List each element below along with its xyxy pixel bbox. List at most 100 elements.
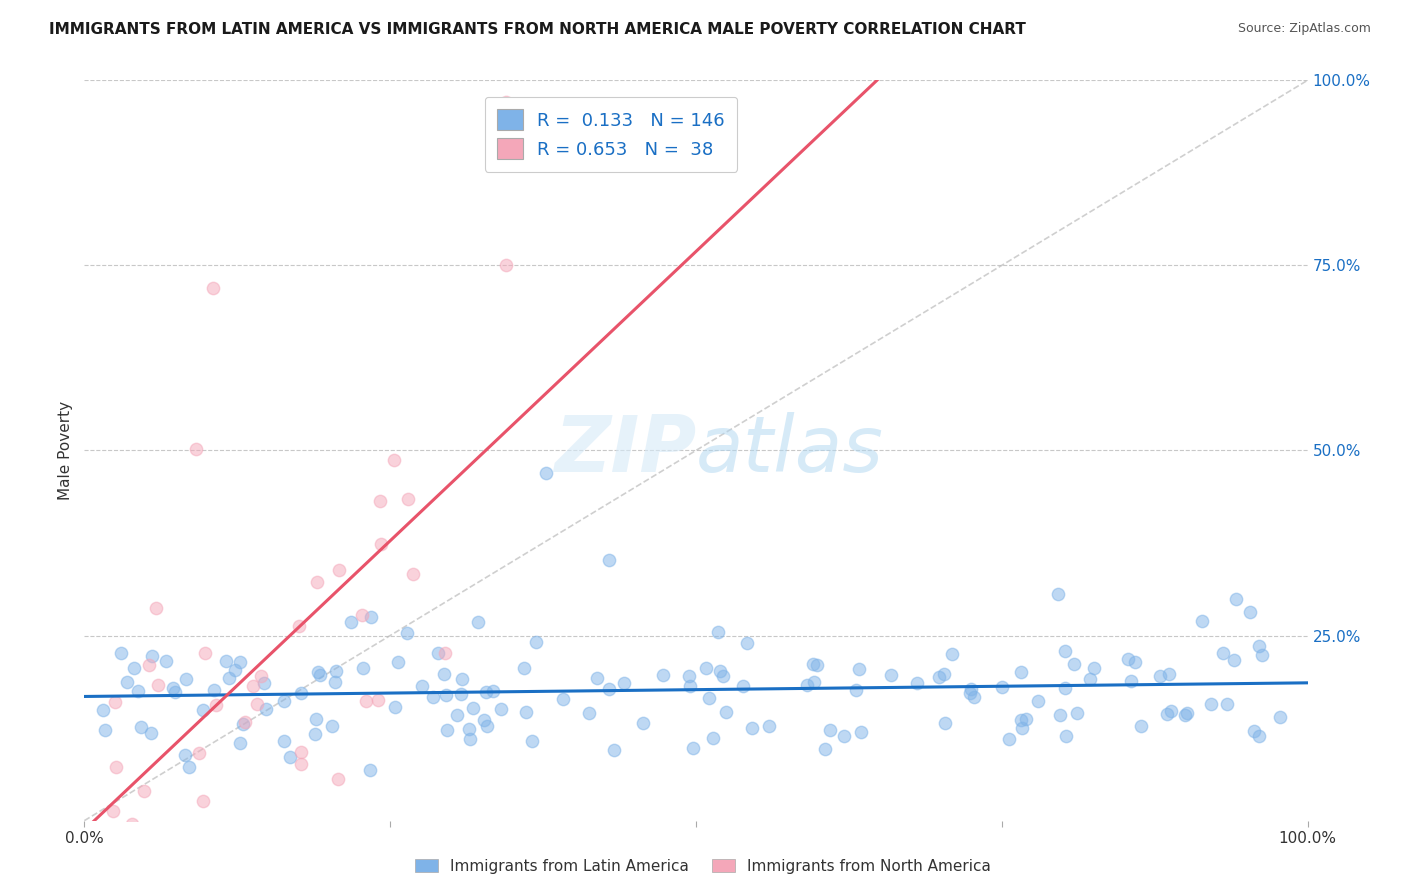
Point (309, 668, 332, 682)
Point (534, 466, 557, 480)
Point (194, 646, 217, 660)
Point (1149, 668, 1171, 682)
Point (436, 723, 458, 737)
Point (278, 749, 301, 764)
Point (433, 666, 456, 681)
Point (127, 684, 149, 698)
Point (1156, 706, 1178, 721)
Point (1066, 706, 1088, 720)
Point (733, 679, 755, 693)
Point (402, 566, 425, 581)
Point (360, 610, 382, 624)
Point (848, 662, 870, 676)
Point (796, 678, 818, 692)
Point (1250, 648, 1272, 662)
Point (963, 690, 986, 705)
Point (246, 697, 269, 711)
Point (325, 664, 347, 678)
Point (598, 681, 620, 696)
Point (651, 668, 673, 682)
Point (101, 805, 124, 819)
Legend: Immigrants from Latin America, Immigrants from North America: Immigrants from Latin America, Immigrant… (409, 853, 997, 880)
Point (741, 721, 763, 735)
Point (806, 657, 828, 672)
Point (714, 705, 737, 719)
Point (1078, 673, 1101, 687)
Point (288, 619, 311, 633)
Point (997, 731, 1019, 746)
Point (122, 661, 145, 675)
Text: IMMIGRANTS FROM LATIN AMERICA VS IMMIGRANTS FROM NORTH AMERICA MALE POVERTY CORR: IMMIGRANTS FROM LATIN AMERICA VS IMMIGRA… (49, 22, 1026, 37)
Point (110, 646, 132, 660)
Point (352, 608, 374, 623)
Point (354, 694, 377, 708)
Point (491, 702, 513, 716)
Point (1191, 614, 1213, 628)
Point (524, 635, 547, 649)
Point (928, 670, 950, 684)
Point (1123, 655, 1146, 669)
Point (134, 784, 156, 798)
Point (991, 681, 1014, 695)
Point (695, 660, 717, 674)
Point (93, 851, 115, 865)
Point (1173, 708, 1195, 723)
Point (959, 686, 981, 700)
Point (148, 678, 170, 692)
Point (172, 835, 194, 849)
Point (697, 691, 720, 706)
Point (513, 660, 536, 674)
Point (290, 746, 312, 760)
Point (326, 772, 349, 787)
Point (387, 655, 409, 669)
Point (1053, 681, 1076, 695)
Point (163, 685, 186, 699)
Point (1159, 666, 1181, 681)
Point (1054, 729, 1077, 743)
Point (1212, 647, 1234, 661)
Point (446, 707, 468, 722)
Y-axis label: Male Poverty: Male Poverty (58, 401, 73, 500)
Point (495, 259, 517, 273)
Point (1239, 605, 1261, 619)
Point (709, 664, 731, 678)
Point (450, 672, 472, 686)
Point (613, 676, 636, 690)
Point (434, 688, 457, 702)
Point (586, 671, 609, 685)
Point (174, 672, 197, 686)
Point (1121, 674, 1143, 689)
Point (458, 722, 481, 736)
Point (458, 732, 481, 747)
Point (253, 851, 276, 865)
Point (328, 563, 350, 577)
Point (115, 674, 138, 689)
Point (359, 763, 381, 777)
Point (305, 712, 328, 726)
Point (94, 723, 117, 738)
Point (515, 706, 537, 720)
Point (290, 756, 312, 771)
Point (433, 646, 456, 660)
Point (253, 676, 276, 690)
Point (1010, 713, 1032, 727)
Point (307, 665, 329, 679)
Point (1011, 721, 1033, 735)
Point (219, 847, 242, 862)
Point (475, 719, 498, 733)
Point (138, 658, 160, 673)
Point (145, 601, 167, 615)
Point (702, 731, 724, 745)
Point (411, 679, 433, 693)
Point (1268, 710, 1291, 724)
Point (98, 851, 121, 865)
Point (184, 442, 207, 456)
Text: ZIP: ZIP (554, 412, 696, 489)
Point (678, 669, 700, 683)
Point (814, 742, 837, 756)
Point (162, 681, 184, 695)
Point (803, 675, 825, 690)
Point (273, 694, 295, 708)
Point (104, 695, 127, 709)
Point (1026, 694, 1049, 708)
